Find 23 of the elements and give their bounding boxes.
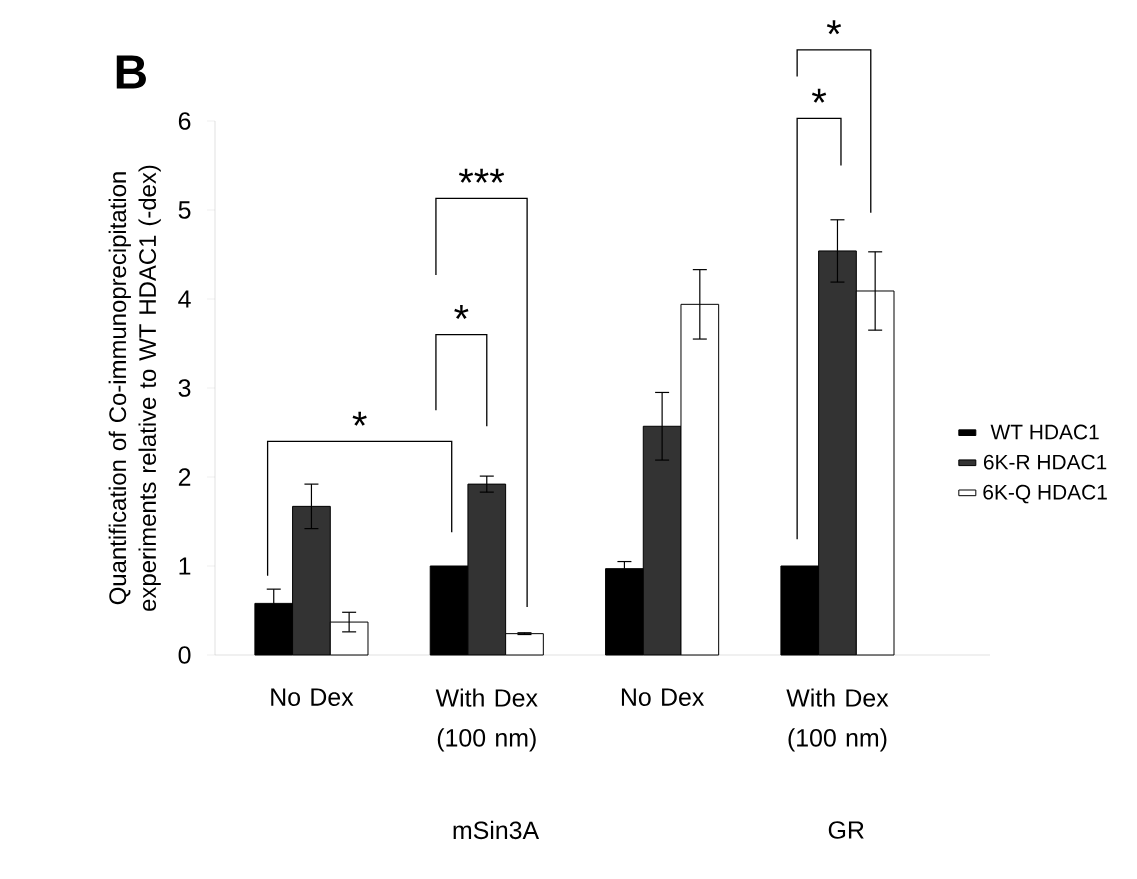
legend-label: 6K-Q HDAC1: [983, 484, 1107, 504]
text: *: [811, 88, 827, 103]
y-tick-label: 6: [178, 112, 191, 130]
y-tick-label: 5: [178, 201, 191, 219]
y-tick-label: 2: [178, 468, 191, 486]
x-tick-label: With Dex (100 nm): [786, 688, 889, 752]
annotation: ***: [458, 168, 505, 183]
x-tick-label: No Dex: [271, 688, 354, 706]
y-axis-title: Quantification of Co-immunoprecipitation experiments relative to WT HDAC1 (-dex): [108, 165, 161, 611]
y-tick-label: 3: [178, 379, 191, 397]
text: B: [116, 55, 146, 89]
legend-label: 6K-R HDAC1: [983, 454, 1107, 470]
y-tick-label: 1: [179, 557, 191, 575]
text: *: [826, 20, 842, 35]
y-tick-label: 0: [178, 646, 191, 664]
y-tick-label: 4: [178, 290, 191, 308]
text: GR: [828, 821, 864, 839]
annotation: *: [454, 304, 469, 319]
text: mSin3A: [453, 820, 540, 840]
annotation: *: [352, 411, 367, 426]
x-tick-label: No Dex: [621, 688, 705, 706]
legend-label: WT HDAC1: [990, 424, 1099, 440]
x-tick-label: With Dex (100 nm): [435, 688, 538, 752]
